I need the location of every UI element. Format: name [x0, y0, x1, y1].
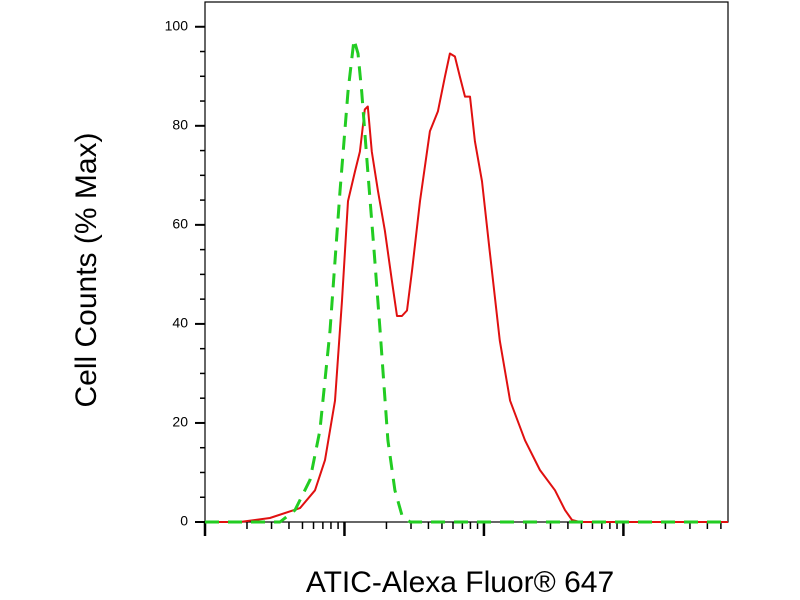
y-tick-label: 20 — [172, 414, 188, 430]
y-tick-label: 40 — [172, 315, 188, 331]
y-tick-label: 0 — [180, 513, 188, 529]
y-tick-label: 60 — [172, 216, 188, 232]
y-tick-label: 100 — [165, 17, 189, 33]
x-axis-label: ATIC-Alexa Fluor® 647 — [306, 566, 614, 599]
histogram-curve — [205, 52, 728, 523]
plot-frame — [204, 1, 729, 523]
y-axis-label: Cell Counts (% Max) — [70, 132, 103, 407]
histogram-curve — [205, 38, 728, 524]
y-tick-label: 80 — [172, 117, 188, 133]
